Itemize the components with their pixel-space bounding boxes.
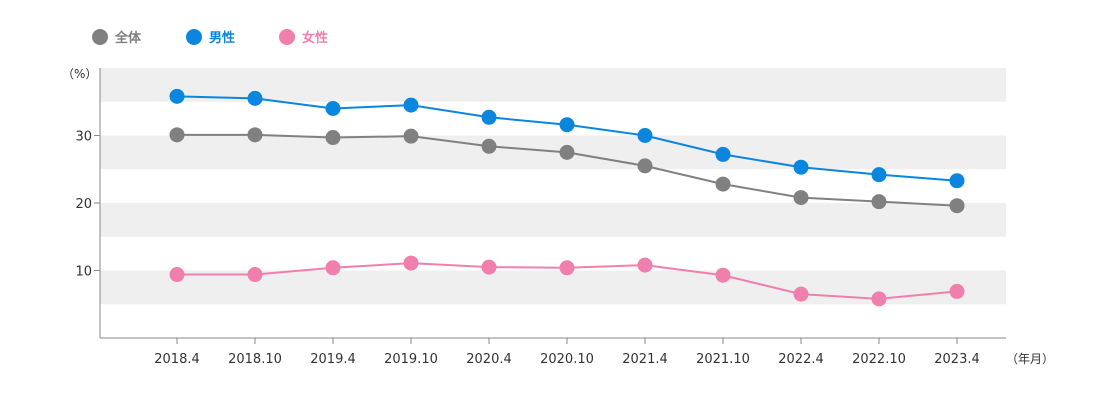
data-point (637, 128, 653, 143)
series-女性 (169, 255, 965, 307)
data-point (403, 128, 419, 144)
y-tick-label: 30 (75, 130, 92, 145)
x-tick-label: 2021.4 (622, 352, 668, 367)
x-tick-label: 2019.10 (384, 352, 438, 367)
legend-label: 男性 (209, 30, 235, 46)
data-point (871, 194, 887, 210)
legend: 全体 男性 女性 (92, 29, 328, 46)
data-point (949, 283, 965, 299)
legend-marker (186, 29, 202, 45)
grid-band (100, 203, 1006, 237)
grid-band (100, 135, 1006, 170)
y-tick-label: 20 (75, 197, 92, 212)
legend-label: 女性 (302, 30, 328, 46)
x-tick-label: 2018.10 (228, 352, 282, 367)
data-point (715, 176, 731, 192)
x-tick-label: 2019.4 (310, 352, 356, 367)
data-point (637, 257, 653, 273)
x-tick-label: 2022.4 (778, 352, 824, 367)
data-point (481, 138, 497, 154)
y-tick-label: 10 (75, 265, 92, 280)
grid-bands (100, 68, 1006, 305)
data-point (325, 101, 341, 116)
data-point (403, 255, 419, 271)
data-point (793, 286, 809, 302)
y-tick-labels: 10 20 30 (75, 130, 92, 280)
legend-item: 男性 (186, 29, 235, 46)
series-layer (169, 88, 965, 307)
grid-band (100, 68, 1006, 102)
data-point (949, 173, 965, 189)
legend-label: 全体 (114, 30, 142, 46)
series-全体 (169, 127, 965, 214)
data-point (715, 146, 731, 162)
data-point (247, 267, 263, 283)
data-point (793, 159, 809, 175)
data-point (169, 127, 185, 143)
data-point (949, 198, 965, 214)
data-point (403, 97, 419, 113)
axes (94, 68, 1006, 344)
x-tick-label: 2022.10 (852, 352, 906, 367)
legend-marker (279, 29, 295, 45)
data-point (871, 167, 887, 183)
legend-item: 全体 (92, 29, 142, 46)
data-point (169, 267, 185, 283)
y-axis-unit-label: （%） (62, 67, 97, 81)
data-point (637, 158, 653, 174)
data-point (793, 190, 809, 206)
x-tick-label: 2020.4 (466, 352, 512, 367)
x-tick-labels: 2018.4 2018.10 2019.4 2019.10 2020.4 2020.10 2… (154, 352, 980, 367)
x-axis-unit-label: （年月） (1006, 352, 1054, 366)
x-tick-label: 2021.10 (696, 352, 750, 367)
data-point (247, 127, 263, 143)
legend-item: 女性 (279, 29, 328, 46)
series-男性 (169, 88, 965, 189)
data-point (559, 144, 575, 160)
x-tick-label: 2018.4 (154, 352, 200, 367)
x-tick-label: 2023.4 (934, 352, 980, 367)
data-point (169, 88, 185, 104)
data-point (715, 267, 731, 283)
x-tick-label: 2020.10 (540, 352, 594, 367)
data-point (481, 109, 497, 125)
data-point (247, 90, 263, 106)
data-point (559, 117, 575, 133)
data-point (481, 259, 497, 275)
data-point (559, 260, 575, 276)
data-point (871, 291, 887, 307)
legend-marker (92, 29, 108, 45)
data-point (325, 130, 341, 146)
data-point (325, 260, 341, 276)
